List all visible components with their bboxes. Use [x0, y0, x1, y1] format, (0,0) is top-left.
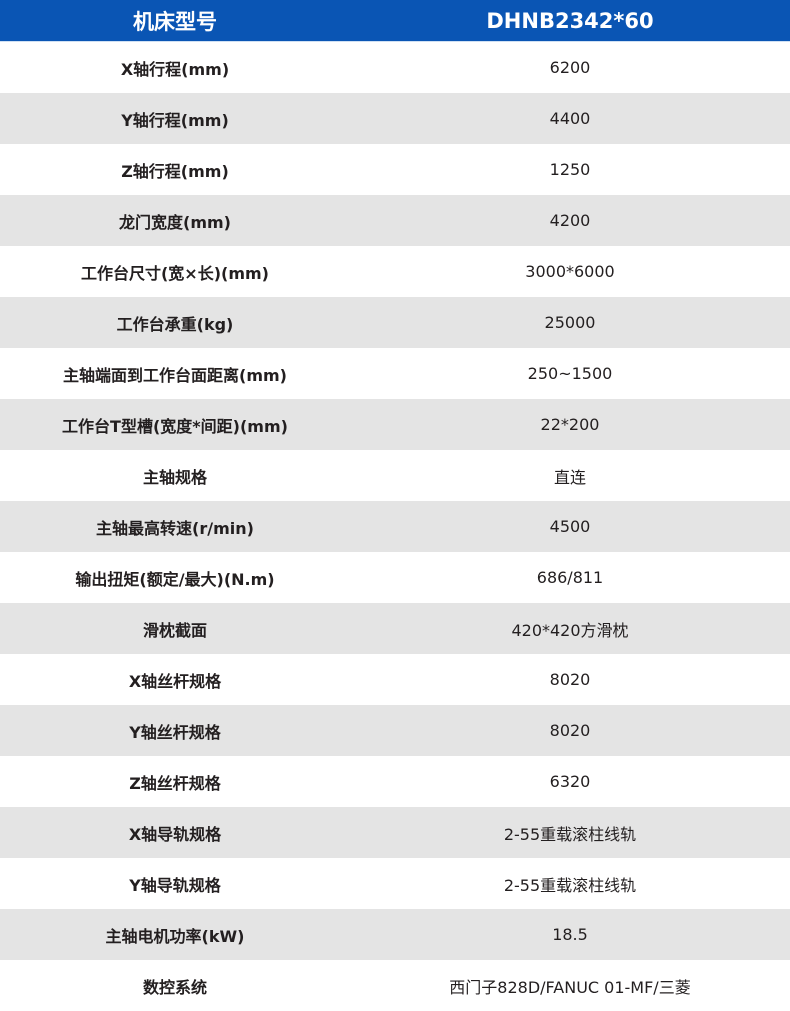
table-row: 主轴电机功率(kW) 18.5	[0, 909, 790, 960]
table-row: X轴丝杆规格 8020	[0, 654, 790, 705]
table-row: 输出扭矩(额定/最大)(N.m) 686/811	[0, 552, 790, 603]
table-row: X轴行程(mm) 6200	[0, 42, 790, 93]
table-row: 数控系统 西门子828D/FANUC 01-MF/三菱	[0, 960, 790, 1011]
spec-label: 工作台尺寸(宽×长)(mm)	[80, 263, 269, 283]
table-body: X轴行程(mm) 6200 Y轴行程(mm) 4400 Z轴行程(mm) 1250 龙门宽度…	[0, 42, 790, 1011]
spec-value: 686/811	[536, 568, 604, 587]
table-header: 机床型号 DHNB2342*60	[0, 0, 790, 42]
table-row: 工作台尺寸(宽×长)(mm) 3000*6000	[0, 246, 790, 297]
spec-label: Z轴行程(mm)	[121, 161, 229, 181]
table-row: Z轴丝杆规格 6320	[0, 756, 790, 807]
table-row: 滑枕截面 420*420方滑枕	[0, 603, 790, 654]
table-row: Y轴丝杆规格 8020	[0, 705, 790, 756]
table-row: 工作台承重(kg) 25000	[0, 297, 790, 348]
spec-label: Y轴行程(mm)	[121, 110, 229, 130]
spec-value: 22*200	[540, 415, 600, 434]
spec-label: 主轴最高转速(r/min)	[96, 518, 254, 538]
spec-label: 主轴电机功率(kW)	[105, 926, 245, 946]
spec-value: 6200	[549, 58, 591, 77]
table-row: Z轴行程(mm) 1250	[0, 144, 790, 195]
spec-label: X轴行程(mm)	[120, 59, 230, 79]
spec-label: Z轴丝杆规格	[129, 773, 221, 793]
spec-value: 18.5	[552, 925, 588, 944]
spec-value: 3000*6000	[525, 262, 615, 281]
spec-label: Y轴导轨规格	[129, 875, 221, 895]
spec-label: 滑枕截面	[142, 620, 207, 640]
table-row: 龙门宽度(mm) 4200	[0, 195, 790, 246]
spec-value: 6320	[549, 772, 591, 791]
spec-value: 2-55重载滚柱线轨	[503, 875, 637, 895]
spec-label: Y轴丝杆规格	[129, 722, 221, 742]
table-row: X轴导轨规格 2-55重载滚柱线轨	[0, 807, 790, 858]
spec-value: 直连	[553, 467, 586, 487]
table-row: 主轴规格 直连	[0, 450, 790, 501]
spec-label: X轴丝杆规格	[128, 671, 222, 691]
spec-value: 25000	[544, 313, 596, 332]
spec-value: 8020	[549, 670, 591, 689]
table-row: Y轴导轨规格 2-55重载滚柱线轨	[0, 858, 790, 909]
spec-value: 2-55重载滚柱线轨	[503, 824, 637, 844]
spec-label: 主轴端面到工作台面距离(mm)	[63, 365, 287, 385]
spec-label: 主轴规格	[142, 467, 207, 487]
table-row: 主轴端面到工作台面距离(mm) 250~1500	[0, 348, 790, 399]
table-row: 工作台T型槽(宽度*间距)(mm) 22*200	[0, 399, 790, 450]
spec-value: 西门子828D/FANUC 01-MF/三菱	[449, 977, 691, 997]
spec-label: 输出扭矩(额定/最大)(N.m)	[75, 569, 275, 589]
spec-label: 龙门宽度(mm)	[119, 212, 231, 232]
spec-value: 4200	[549, 211, 591, 230]
spec-label: 数控系统	[142, 977, 207, 997]
spec-value: 4500	[549, 517, 591, 536]
spec-value: 1250	[549, 160, 591, 179]
spec-value: 250~1500	[527, 364, 613, 383]
spec-value: 8020	[549, 721, 591, 740]
table-row: Y轴行程(mm) 4400	[0, 93, 790, 144]
header-model: DHNB2342*60	[486, 8, 654, 33]
spec-label: 工作台T型槽(宽度*间距)(mm)	[62, 416, 288, 436]
spec-value: 420*420方滑枕	[511, 620, 629, 640]
spec-value: 4400	[549, 109, 591, 128]
table-row: 主轴最高转速(r/min) 4500	[0, 501, 790, 552]
header-label: 机床型号	[133, 9, 217, 34]
spec-label: X轴导轨规格	[128, 824, 222, 844]
spec-label: 工作台承重(kg)	[116, 314, 234, 334]
